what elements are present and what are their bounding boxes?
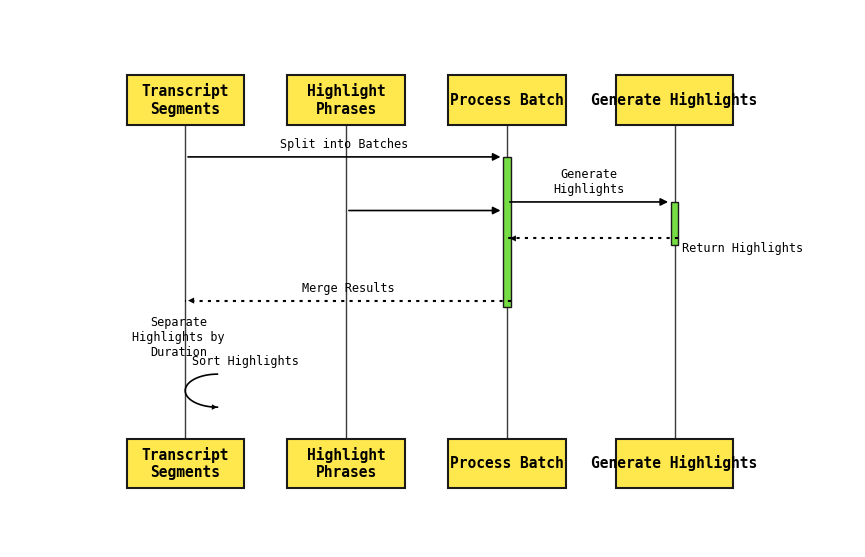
FancyBboxPatch shape — [448, 75, 566, 125]
Text: Process Batch: Process Batch — [450, 92, 564, 108]
FancyBboxPatch shape — [616, 75, 734, 125]
Text: Process Batch: Process Batch — [450, 456, 564, 471]
Text: Sort Highlights: Sort Highlights — [192, 355, 298, 368]
FancyBboxPatch shape — [287, 75, 405, 125]
FancyBboxPatch shape — [671, 202, 678, 245]
FancyBboxPatch shape — [503, 157, 510, 307]
Text: Transcript
Segments: Transcript Segments — [142, 84, 229, 117]
Text: Highlight
Phrases: Highlight Phrases — [307, 84, 386, 117]
Text: Return Highlights: Return Highlights — [682, 242, 803, 255]
Text: Split into Batches: Split into Batches — [280, 138, 408, 152]
FancyBboxPatch shape — [616, 439, 734, 488]
Text: Generate Highlights: Generate Highlights — [592, 92, 758, 108]
Text: Separate
Highlights by
Duration: Separate Highlights by Duration — [132, 316, 225, 359]
FancyBboxPatch shape — [126, 439, 244, 488]
FancyBboxPatch shape — [126, 75, 244, 125]
FancyBboxPatch shape — [448, 439, 566, 488]
Text: Merge Results: Merge Results — [302, 282, 394, 295]
Text: Generate
Highlights: Generate Highlights — [554, 168, 625, 197]
Text: Generate Highlights: Generate Highlights — [592, 456, 758, 471]
FancyBboxPatch shape — [287, 439, 405, 488]
Text: Highlight
Phrases: Highlight Phrases — [307, 447, 386, 480]
Text: Transcript
Segments: Transcript Segments — [142, 447, 229, 480]
